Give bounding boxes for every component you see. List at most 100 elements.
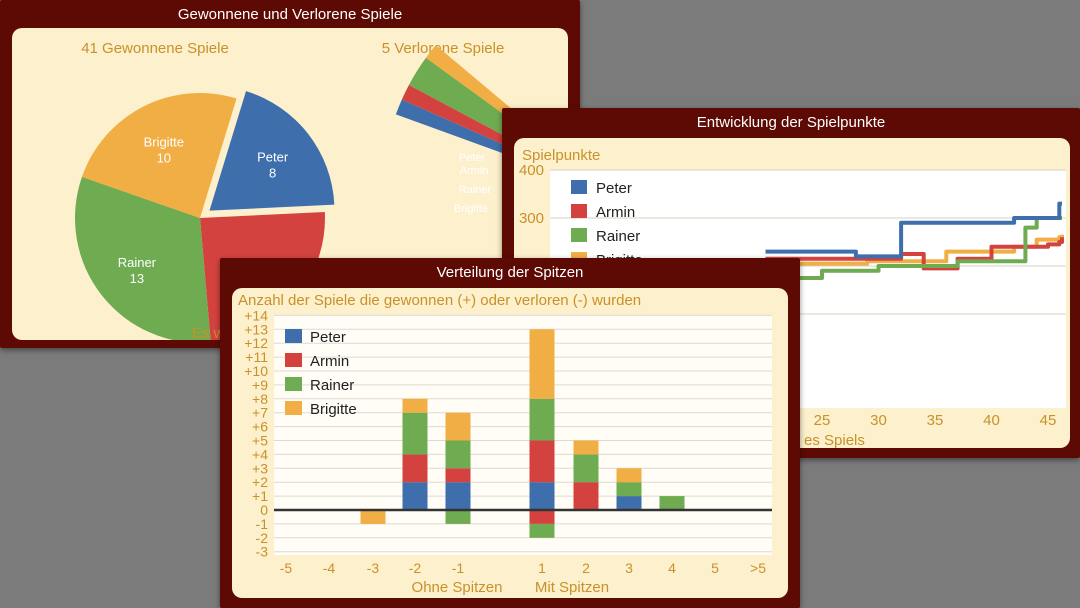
bar-chart: Anzahl der Spiele die gewonnen (+) oder … <box>238 292 772 596</box>
y-tick-label: +1 <box>252 488 268 504</box>
y-tick-label: +14 <box>244 307 268 323</box>
legend-swatch-peter <box>285 329 302 343</box>
bar-armin-1 <box>529 440 555 483</box>
x-tick-label: -1 <box>452 560 465 576</box>
y-tick-label: +8 <box>252 391 268 407</box>
y-tick-label: -1 <box>256 516 269 532</box>
legend-label-peter: Peter <box>310 329 346 346</box>
pie-value-brigitte: 10 <box>157 151 171 166</box>
bar-rainer--2 <box>402 412 428 455</box>
lost-label-rainer: Rainer <box>459 184 492 196</box>
pie-value-rainer: 13 <box>130 271 144 286</box>
bar-rainer-1 <box>529 398 555 441</box>
legend-swatch-armin <box>285 353 302 367</box>
lost-games-label: 5 Verlorene Spiele <box>382 40 505 57</box>
y-tick-label: 400 <box>519 162 544 179</box>
footer-partial: Es w <box>192 325 225 340</box>
win-won-lost: Gewonnene und Verlorene Spiele 41 Gewonn… <box>0 0 580 348</box>
win-peaks-distribution: Verteilung der Spitzen Anzahl der Spiele… <box>220 258 800 608</box>
legend: Peter Armin Rainer Brigitte <box>285 329 357 418</box>
bar-rainer-3 <box>616 482 642 497</box>
y-tick-label: +11 <box>245 349 268 365</box>
legend-label-rainer: Rainer <box>596 228 640 245</box>
x-tick-label: 2 <box>582 560 590 576</box>
legend-label-rainer: Rainer <box>310 377 354 394</box>
pie-label-peter: Peter <box>257 150 289 165</box>
bar-brigitte--1 <box>445 412 471 441</box>
pie-value-peter: 8 <box>269 166 276 181</box>
series-line-peter <box>765 201 1062 259</box>
legend-swatch-armin <box>571 204 587 218</box>
pie-slice-rainer <box>75 176 211 340</box>
x-tick-label: 1 <box>538 560 546 576</box>
x-tick-label: 3 <box>625 560 633 576</box>
win-peaks-title: Verteilung der Spitzen <box>436 264 584 281</box>
x-tick-label: 5 <box>711 560 719 576</box>
y-tick-label: -2 <box>256 530 269 546</box>
bars <box>274 329 772 538</box>
legend-swatch-peter <box>571 180 587 194</box>
x-tick-label: -3 <box>367 560 380 576</box>
pie-label-brigitte: Brigitte <box>144 135 184 150</box>
x-tick-label: 4 <box>668 560 676 576</box>
y-tick-label: 300 <box>519 210 544 227</box>
bar-brigitte-3 <box>616 468 642 483</box>
pie-label-rainer: Rainer <box>118 255 157 270</box>
series-line-rainer <box>765 216 1062 280</box>
bar-neg-rainer--1 <box>445 510 471 524</box>
bar-brigitte--2 <box>402 398 428 413</box>
lost-label-armin: Armin <box>460 165 489 177</box>
x-tick-label: 25 <box>814 412 831 429</box>
y-tick-label: +7 <box>252 405 268 421</box>
x-tick-label: -2 <box>409 560 422 576</box>
y-axis-label: Anzahl der Spiele die gewonnen (+) oder … <box>238 292 641 309</box>
legend-swatch-rainer <box>285 377 302 391</box>
y-ticks: 400 300 <box>519 162 544 227</box>
bar-rainer-4 <box>659 496 685 510</box>
x-tick-label: 40 <box>983 412 1000 429</box>
bar-armin--1 <box>445 468 471 483</box>
pie-charts: 41 Gewonnene Spiele 5 Verlorene Spiele P… <box>75 40 568 340</box>
bar-neg-brigitte--3 <box>360 510 386 524</box>
x-ticks: 25 30 35 40 45 <box>814 412 1057 429</box>
bar-peter-1 <box>529 482 555 510</box>
bar-rainer-2 <box>573 454 599 483</box>
group-label-mit: Mit Spitzen <box>535 579 609 596</box>
bar-peter--1 <box>445 482 471 510</box>
x-tick-label: -5 <box>280 560 293 576</box>
y-tick-label: +12 <box>244 335 268 351</box>
bar-brigitte-2 <box>573 440 599 455</box>
pie-won: Peter8Armin10Rainer13Brigitte10 <box>75 91 335 340</box>
x-tick-label: >5 <box>750 560 766 576</box>
y-tick-label: +5 <box>252 433 268 449</box>
legend-swatch-rainer <box>571 228 587 242</box>
y-tick-label: +13 <box>244 321 268 337</box>
y-ticks: +14+13+12+11+10+9+8+7+6+5+4+3+2+10-1-2-3 <box>244 307 268 559</box>
lost-label-peter: Peter <box>459 152 486 164</box>
lost-label-brigitte: Brigitte <box>454 203 488 215</box>
bar-peter--2 <box>402 482 428 510</box>
y-tick-label: +4 <box>252 446 268 462</box>
legend-label-armin: Armin <box>596 204 635 221</box>
y-tick-label: +9 <box>252 377 268 393</box>
pie-slice-brigitte <box>81 92 237 218</box>
bar-neg-rainer-1 <box>529 523 555 538</box>
series-lines <box>765 201 1064 280</box>
bar-rainer--1 <box>445 440 471 469</box>
x-tick-label: 35 <box>927 412 944 429</box>
y-tick-label: +6 <box>252 419 268 435</box>
win-points-title: Entwicklung der Spielpunkte <box>696 114 886 131</box>
legend-swatch-brigitte <box>285 401 302 415</box>
x-ticks: -5 -4 -3 -2 -1 1 2 3 4 5 >5 <box>280 560 766 576</box>
grid <box>274 314 772 553</box>
x-tick-label: 45 <box>1040 412 1057 429</box>
legend-label-peter: Peter <box>596 180 632 197</box>
bar-brigitte-1 <box>529 329 555 399</box>
won-games-label: 41 Gewonnene Spiele <box>81 40 229 57</box>
group-label-ohne: Ohne Spitzen <box>412 579 503 596</box>
y-tick-label: +10 <box>244 363 268 379</box>
x-tick-label: 30 <box>870 412 887 429</box>
series-line-brigitte <box>765 234 1064 266</box>
x-tick-label: -4 <box>323 560 336 576</box>
x-axis-label-partial: es Spiels <box>804 432 865 448</box>
